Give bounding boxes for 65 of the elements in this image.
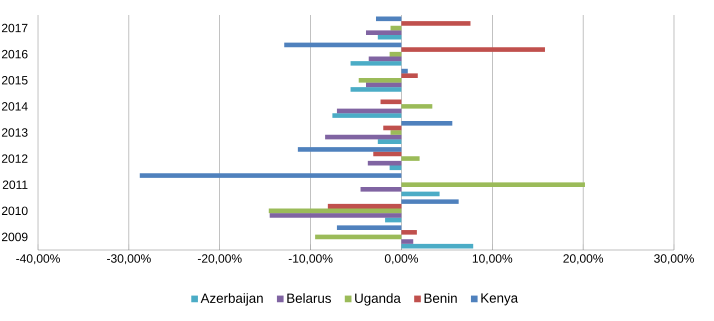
bar — [401, 47, 545, 52]
bar — [401, 156, 420, 161]
y-tick-label: 2016 — [2, 50, 28, 58]
bar — [378, 34, 402, 40]
bar — [401, 182, 585, 188]
bar — [401, 230, 417, 235]
x-tick-label: 30,00% — [654, 254, 694, 264]
legend-label: Uganda — [355, 293, 401, 306]
bar — [366, 30, 402, 35]
bar — [336, 225, 402, 230]
bar — [378, 139, 402, 144]
bar — [368, 160, 402, 166]
bar — [390, 52, 402, 56]
bar — [383, 126, 402, 130]
bar — [401, 21, 470, 26]
y-tick-label: 2011 — [2, 180, 28, 189]
bar — [350, 87, 402, 92]
bar — [298, 147, 402, 152]
legend-label: Benin — [424, 293, 457, 303]
y-tick-label: 2009 — [2, 232, 28, 242]
x-tick-label: 10,00% — [472, 254, 512, 264]
bar — [401, 199, 459, 204]
bar — [401, 104, 432, 109]
y-tick-label: 2015 — [2, 76, 28, 85]
bar — [328, 204, 402, 209]
bar — [385, 218, 402, 222]
y-tick-label: 2012 — [2, 154, 28, 163]
bar — [350, 61, 402, 66]
x-tick-label: 0,00% — [384, 254, 418, 264]
legend-label: Azerbaijan — [200, 293, 263, 306]
bar — [390, 166, 402, 170]
bar — [401, 239, 414, 244]
bar — [270, 213, 402, 218]
bar — [360, 187, 402, 192]
bar — [336, 108, 402, 114]
bar — [315, 234, 402, 240]
x-tick-label: -30,00% — [107, 254, 151, 264]
bar — [268, 208, 402, 214]
bar — [366, 82, 402, 88]
bar — [401, 73, 418, 78]
bar — [368, 56, 402, 62]
y-tick-label: 2014 — [2, 102, 28, 111]
bar — [325, 134, 402, 140]
bar — [390, 130, 402, 135]
bar — [373, 152, 402, 156]
legend-label: Kenya — [481, 293, 518, 306]
y-tick-label: 2010 — [2, 206, 28, 216]
bar — [380, 99, 402, 104]
bar — [376, 16, 402, 22]
bar — [358, 78, 402, 83]
legend-label: Belarus — [287, 293, 331, 303]
bar — [140, 173, 402, 178]
bar — [332, 113, 402, 118]
bar — [401, 68, 408, 74]
x-tick-label: -20,00% — [198, 254, 242, 264]
x-tick-label: 20,00% — [563, 254, 604, 264]
bar — [390, 26, 402, 30]
bar — [401, 120, 452, 126]
bar — [284, 42, 402, 48]
y-tick-label: 2017 — [2, 24, 28, 32]
bar — [401, 192, 440, 196]
bar — [401, 244, 474, 248]
y-tick-label: 2013 — [2, 128, 28, 137]
x-tick-label: -10,00% — [288, 254, 332, 264]
x-tick-label: -40,00% — [16, 254, 60, 264]
